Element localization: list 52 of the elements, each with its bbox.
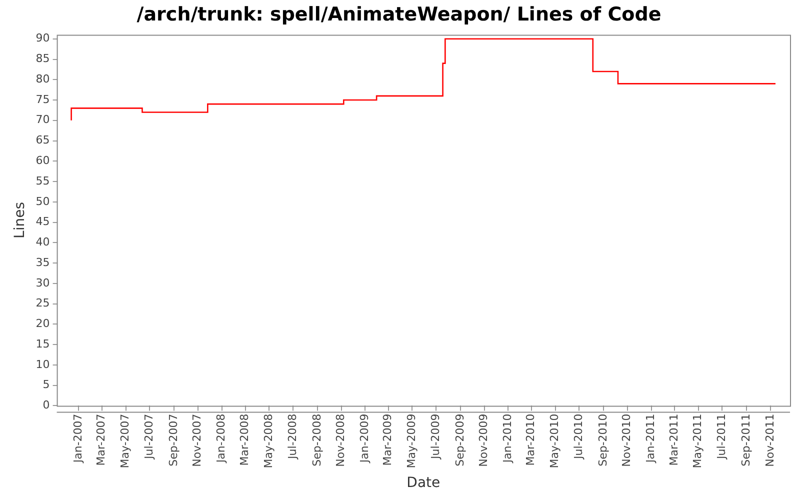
x-tick-label: Jan-2007 (72, 414, 85, 464)
x-tick-label: Mar-2008 (238, 414, 252, 466)
x-tick-label: Jan-2011 (644, 414, 658, 464)
y-tick-label: 30 (36, 276, 50, 290)
x-tick-label: Nov-2010 (620, 414, 634, 467)
y-tick-label: 50 (36, 194, 50, 208)
y-tick-label: 40 (36, 236, 50, 249)
x-tick-label: Mar-2009 (381, 414, 394, 466)
x-tick-label: May-2009 (405, 414, 418, 468)
y-tick-label: 55 (36, 174, 50, 188)
x-tick-label: Jul-2011 (715, 414, 728, 460)
y-tick-label: 65 (36, 134, 50, 147)
x-tick-label: Jan-2009 (358, 414, 372, 464)
x-tick-label: May-2007 (118, 414, 132, 468)
y-tick-label: 10 (36, 358, 50, 371)
x-tick-label: Jan-2010 (501, 414, 514, 464)
x-tick-label: Mar-2011 (667, 414, 680, 466)
x-tick-label: Jul-2007 (142, 414, 156, 460)
x-tick-label: Sep-2010 (596, 414, 610, 466)
chart-title: /arch/trunk: spell/AnimateWeapon/ Lines of Code (136, 3, 662, 26)
y-tick-label: 60 (36, 154, 50, 168)
y-tick-label: 5 (42, 378, 50, 392)
x-tick-label: Nov-2011 (763, 414, 776, 467)
x-tick-label: Mar-2010 (524, 414, 538, 466)
x-tick-label: Sep-2007 (166, 414, 180, 466)
x-tick-label: Nov-2007 (190, 414, 204, 467)
x-tick-label: Mar-2007 (94, 414, 108, 466)
x-tick-label: Jul-2009 (428, 414, 442, 460)
y-tick-label: 80 (36, 72, 50, 86)
x-tick-label: Sep-2009 (453, 414, 466, 466)
x-tick-label: Sep-2008 (310, 414, 324, 466)
y-tick-label: 0 (42, 398, 50, 412)
x-tick-label: Nov-2009 (477, 414, 490, 467)
x-tick-label: May-2011 (691, 414, 704, 468)
x-tick-label: May-2010 (548, 414, 562, 468)
y-tick-label: 20 (36, 317, 50, 330)
x-tick-label: May-2008 (262, 414, 276, 468)
y-tick-label: 70 (36, 113, 50, 126)
x-tick-label: Sep-2011 (739, 414, 752, 466)
x-tick-label: Jul-2008 (286, 414, 299, 460)
y-tick-label: 25 (36, 296, 50, 310)
y-tick-label: 90 (36, 32, 50, 45)
x-tick-label: Jul-2010 (572, 414, 586, 460)
y-tick-label: 75 (36, 92, 50, 106)
y-tick-label: 15 (36, 337, 50, 350)
y-tick-label: 85 (36, 52, 50, 66)
x-tick-label: Jan-2008 (214, 414, 228, 464)
x-tick-label: Nov-2008 (334, 414, 348, 467)
y-axis-title: Lines (12, 202, 28, 238)
y-tick-label: 45 (36, 215, 50, 228)
y-tick-label: 35 (36, 256, 50, 269)
x-axis-title: Date (406, 475, 440, 492)
